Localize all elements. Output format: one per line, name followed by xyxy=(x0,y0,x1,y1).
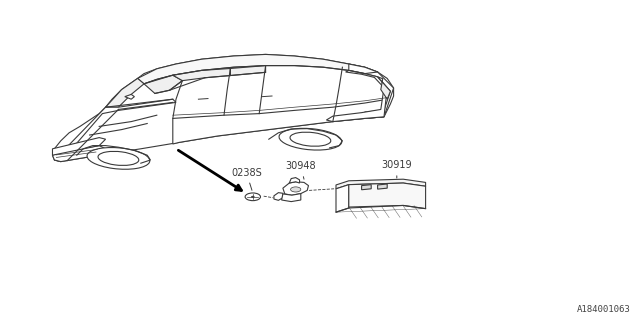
Polygon shape xyxy=(125,94,134,99)
Polygon shape xyxy=(378,77,390,99)
Circle shape xyxy=(245,193,260,201)
Polygon shape xyxy=(283,182,308,195)
Text: 0238S: 0238S xyxy=(231,168,262,190)
Polygon shape xyxy=(274,193,283,200)
Polygon shape xyxy=(144,75,182,93)
Polygon shape xyxy=(326,70,387,122)
Polygon shape xyxy=(173,68,230,81)
Ellipse shape xyxy=(87,148,150,169)
Polygon shape xyxy=(138,54,378,84)
Polygon shape xyxy=(336,179,426,189)
Polygon shape xyxy=(52,138,106,155)
Ellipse shape xyxy=(279,128,342,150)
Polygon shape xyxy=(289,178,300,183)
Polygon shape xyxy=(282,194,301,202)
Polygon shape xyxy=(106,78,144,107)
Polygon shape xyxy=(349,183,426,209)
Polygon shape xyxy=(54,99,176,162)
Text: A184001063: A184001063 xyxy=(577,305,630,314)
Polygon shape xyxy=(378,184,387,189)
Polygon shape xyxy=(52,54,394,162)
Polygon shape xyxy=(230,66,266,76)
Text: 30948: 30948 xyxy=(285,161,316,179)
Polygon shape xyxy=(52,146,106,162)
Circle shape xyxy=(252,196,254,197)
Polygon shape xyxy=(349,64,394,118)
Polygon shape xyxy=(173,100,384,144)
Polygon shape xyxy=(336,185,349,212)
Circle shape xyxy=(291,187,301,192)
Polygon shape xyxy=(362,185,371,190)
Text: 30919: 30919 xyxy=(381,160,412,178)
